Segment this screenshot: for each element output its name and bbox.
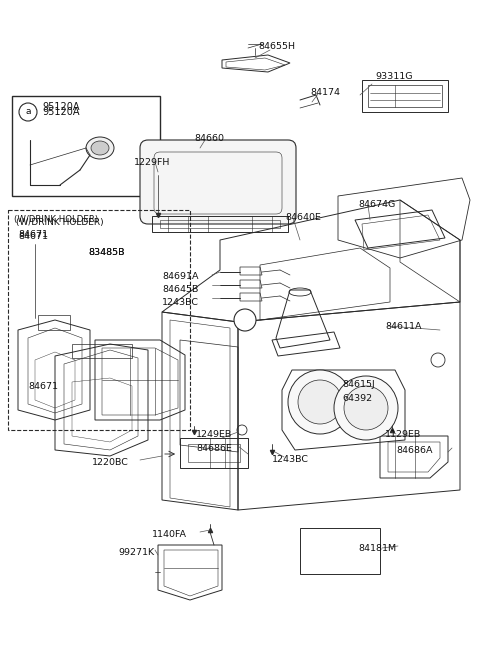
Text: (W/DRINK HOLDER): (W/DRINK HOLDER): [14, 215, 98, 224]
Text: 64392: 64392: [342, 394, 372, 403]
Text: 95120A: 95120A: [42, 107, 80, 117]
Text: a: a: [25, 108, 31, 117]
Text: 84611A: 84611A: [385, 322, 421, 331]
Circle shape: [234, 309, 256, 331]
Text: 1249EB: 1249EB: [196, 430, 232, 439]
Circle shape: [334, 376, 398, 440]
Text: (W/DRINK HOLDER): (W/DRINK HOLDER): [16, 218, 104, 227]
Text: 84655H: 84655H: [258, 42, 295, 51]
Ellipse shape: [86, 137, 114, 159]
Text: 95120A: 95120A: [42, 102, 80, 112]
Circle shape: [19, 103, 37, 121]
Text: 1220BC: 1220BC: [92, 458, 129, 467]
Text: 84660: 84660: [194, 134, 224, 143]
Text: 84686A: 84686A: [396, 446, 432, 455]
Text: 1243BC: 1243BC: [272, 455, 309, 464]
Text: 84686E: 84686E: [196, 444, 232, 453]
Text: 83485B: 83485B: [88, 248, 124, 257]
Text: a: a: [242, 316, 248, 325]
Text: 84181M: 84181M: [358, 544, 396, 553]
Ellipse shape: [91, 141, 109, 155]
Text: 1140FA: 1140FA: [152, 530, 187, 539]
Text: 84671: 84671: [18, 230, 48, 239]
Text: 1129EB: 1129EB: [385, 430, 421, 439]
Text: 84674G: 84674G: [358, 200, 395, 209]
Text: 83485B: 83485B: [88, 248, 124, 257]
Text: 93311G: 93311G: [375, 72, 412, 81]
Text: 84671: 84671: [28, 382, 58, 391]
Text: 84174: 84174: [310, 88, 340, 97]
FancyBboxPatch shape: [140, 140, 296, 224]
Text: 84640E: 84640E: [285, 213, 321, 222]
Circle shape: [298, 380, 342, 424]
Text: 84691A: 84691A: [162, 272, 199, 281]
Circle shape: [344, 386, 388, 430]
Text: 99271K: 99271K: [118, 548, 154, 557]
Text: 1243BC: 1243BC: [162, 298, 199, 307]
Text: 84645B: 84645B: [162, 285, 198, 294]
Circle shape: [288, 370, 352, 434]
Text: 1229FH: 1229FH: [134, 158, 170, 167]
Text: 84671: 84671: [18, 232, 48, 241]
Text: 84615J: 84615J: [342, 380, 375, 389]
